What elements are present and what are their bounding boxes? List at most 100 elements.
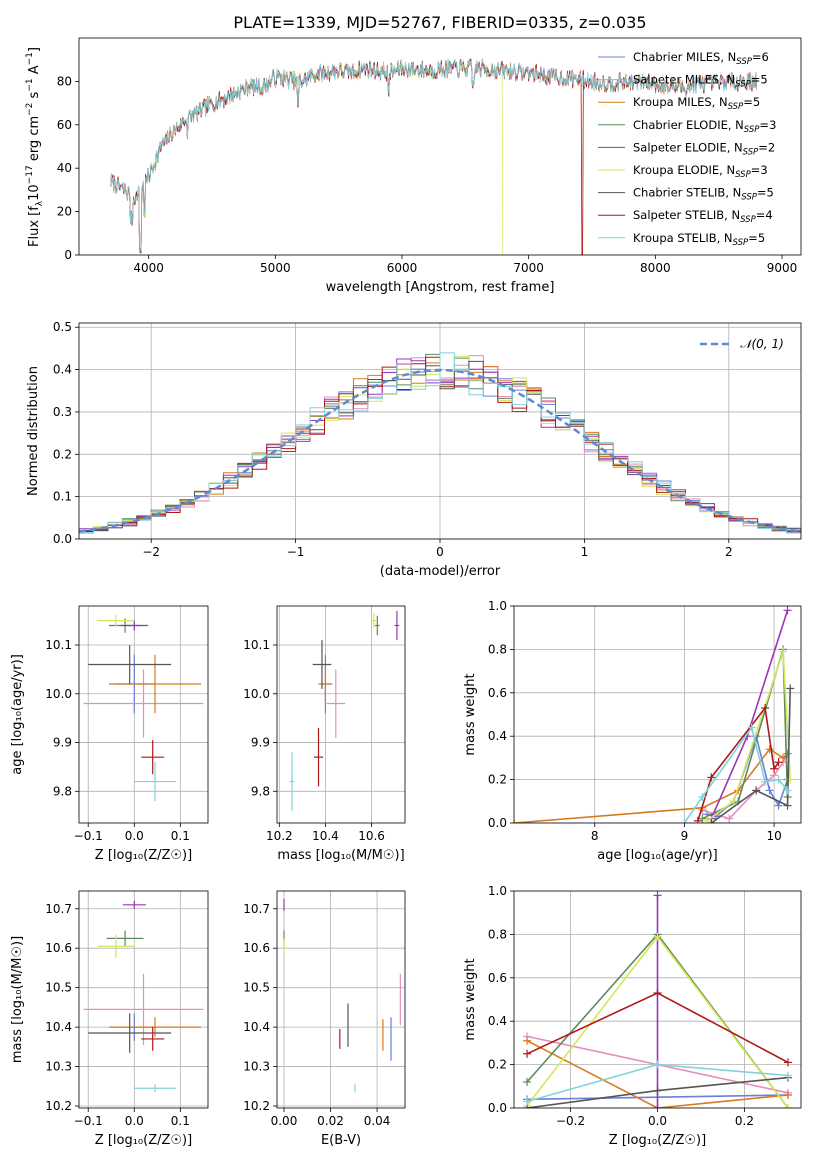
y-tick-label: 1.0 bbox=[488, 884, 507, 898]
panel-weight_vs_age: 8 9 10 0.0 0.2 0.4 0.6 0.8 1.0 age [log₁₀(age/yr)… bbox=[463, 599, 802, 863]
x-tick-label: 0.0 bbox=[648, 1114, 667, 1128]
y-axis-label: mass [log₁₀(M/M☉)] bbox=[10, 936, 25, 1063]
weight-line-kroupa-elodie bbox=[706, 651, 791, 822]
y-tick-label: 10.7 bbox=[45, 902, 72, 916]
y-axis-label-part: s bbox=[27, 91, 42, 102]
weight-marker bbox=[765, 745, 774, 754]
y-tick-label: 10.5 bbox=[45, 981, 72, 995]
weight-marker bbox=[653, 932, 662, 941]
errorbar-point bbox=[371, 613, 377, 628]
axes-frame bbox=[78, 605, 209, 824]
y-axis-label: age [log₁₀(age/yr)] bbox=[10, 654, 25, 775]
weight-marker bbox=[783, 786, 792, 795]
x-tick-label: −0.1 bbox=[74, 1114, 103, 1128]
y-tick-label: 9.9 bbox=[53, 736, 72, 750]
x-tick-label: 7000 bbox=[513, 261, 544, 275]
errorbar-point bbox=[97, 614, 135, 627]
x-tick-label: 0.0 bbox=[125, 829, 144, 843]
x-tick-label: −2 bbox=[142, 545, 160, 559]
weight-marker bbox=[523, 1049, 532, 1058]
y-tick-label: 10.7 bbox=[243, 902, 270, 916]
y-tick-label: 0.4 bbox=[488, 729, 507, 743]
x-tick-label: 9000 bbox=[767, 261, 798, 275]
x-tick-label: 6000 bbox=[387, 261, 418, 275]
legend-entry: Salpeter MILES, NSSP=5 bbox=[633, 73, 768, 90]
y-tick-label: 0 bbox=[64, 248, 72, 262]
x-axis-label: age [log₁₀(age/yr)] bbox=[597, 848, 718, 863]
errorbar-point bbox=[134, 762, 176, 802]
weight-marker bbox=[707, 773, 716, 782]
spectrum-line-kroupa-elodie bbox=[110, 58, 504, 255]
weight-marker bbox=[680, 819, 689, 823]
axes-frame bbox=[513, 605, 802, 824]
y-tick-label: 0.8 bbox=[488, 642, 507, 656]
y-tick-label: 10.0 bbox=[243, 687, 270, 701]
weight-line-chabrier-elodie bbox=[701, 649, 789, 820]
weight-marker bbox=[725, 814, 734, 823]
weight-marker bbox=[707, 819, 716, 823]
y-tick-label: 0.3 bbox=[53, 405, 72, 419]
weight-marker bbox=[761, 703, 770, 712]
x-tick-label: 0.1 bbox=[171, 1114, 190, 1128]
x-tick-label: 2 bbox=[725, 545, 733, 559]
axes-frame bbox=[78, 37, 802, 256]
y-axis-label-part: −1 bbox=[25, 52, 35, 65]
y-axis-label: mass weight bbox=[463, 673, 478, 755]
errorbar-point bbox=[141, 740, 165, 775]
weight-marker bbox=[786, 684, 795, 693]
y-tick-label: 9.9 bbox=[251, 736, 270, 750]
legend-entry: Chabrier ELODIE, NSSP=3 bbox=[633, 118, 776, 135]
panel-spectrum: 4000 5000 6000 7000 8000 9000 0 20 40 60 80 wavelen… bbox=[25, 37, 802, 295]
y-tick-label: 0.4 bbox=[53, 363, 72, 377]
x-tick-label: 0.1 bbox=[171, 829, 190, 843]
errorbar-point bbox=[88, 645, 172, 685]
panel-mass_vs_Z: −0.1 0.0 0.1 10.2 10.3 10.4 10.5 10.6 10.7 Z [log… bbox=[10, 890, 209, 1148]
x-tick-label: −0.2 bbox=[556, 1114, 585, 1128]
y-tick-label: 10.3 bbox=[243, 1060, 270, 1074]
legend-entry-sub: SSP bbox=[735, 170, 751, 180]
legend-entry-eq: = bbox=[758, 140, 768, 154]
legend-entry-sub: SSP bbox=[733, 238, 749, 248]
legend-entry-eq: = bbox=[752, 50, 762, 64]
legend-entry: Salpeter ELODIE, NSSP=2 bbox=[633, 140, 775, 157]
panel-weight_vs_Z: −0.2 0.0 0.2 0.0 0.2 0.4 0.6 0.8 1.0 Z [log₁₀(Z/Z… bbox=[463, 884, 802, 1148]
axes-frame bbox=[78, 322, 802, 540]
axes-frame bbox=[513, 890, 802, 1109]
x-tick-label: 1 bbox=[581, 545, 589, 559]
spectrum-line-salpeter-elodie bbox=[110, 59, 504, 253]
plot-area-age_vs_mass bbox=[277, 606, 405, 823]
x-axis-label: (data-model)/error bbox=[380, 564, 501, 579]
x-tick-label: 8000 bbox=[640, 261, 671, 275]
y-axis-label: Normed distribution bbox=[26, 366, 41, 496]
plot-area-age_vs_Z bbox=[79, 606, 208, 823]
y-tick-label: 10.1 bbox=[243, 638, 270, 652]
weight-marker bbox=[653, 1104, 662, 1108]
y-axis-label-part: 10 bbox=[27, 184, 42, 201]
axes-frame bbox=[276, 890, 406, 1109]
panel-residuals: −2 −1 0 1 2 0.0 0.1 0.2 0.3 0.4 0.5 (data-model)/er… bbox=[26, 320, 802, 579]
weight-marker bbox=[653, 891, 662, 900]
y-tick-label: 20 bbox=[57, 205, 72, 219]
x-tick-label: 8 bbox=[591, 829, 599, 843]
x-axis-label: Z [log₁₀(Z/Z☉)] bbox=[95, 848, 192, 863]
y-axis-label-part: −2 bbox=[25, 103, 35, 116]
x-tick-label: 10.6 bbox=[358, 829, 385, 843]
weight-marker bbox=[774, 801, 783, 810]
errorbar-point bbox=[106, 930, 144, 947]
y-axis-label-part: −1 bbox=[25, 78, 35, 91]
y-tick-label: 10.3 bbox=[45, 1060, 72, 1074]
x-tick-label: 10 bbox=[766, 829, 781, 843]
weight-marker bbox=[779, 647, 788, 656]
weight-line-salpeter-elodie bbox=[710, 610, 789, 820]
weight-marker bbox=[653, 988, 662, 997]
legend-entry-sub: SSP bbox=[728, 102, 744, 112]
y-tick-label: 10.1 bbox=[45, 638, 72, 652]
weight-line-kroupa-stelib bbox=[683, 725, 789, 823]
y-axis-label-part: ] bbox=[27, 47, 42, 52]
legend-entry-sep: , N bbox=[719, 163, 735, 177]
panel-age_vs_mass: 10.2 10.4 10.6 9.8 9.9 10.0 10.1 mass [log₁₀(M/… bbox=[243, 605, 406, 863]
x-axis-label: wavelength [Angstrom, rest frame] bbox=[326, 280, 555, 295]
y-axis-label-part: λ bbox=[35, 200, 45, 206]
weight-marker bbox=[702, 816, 711, 823]
